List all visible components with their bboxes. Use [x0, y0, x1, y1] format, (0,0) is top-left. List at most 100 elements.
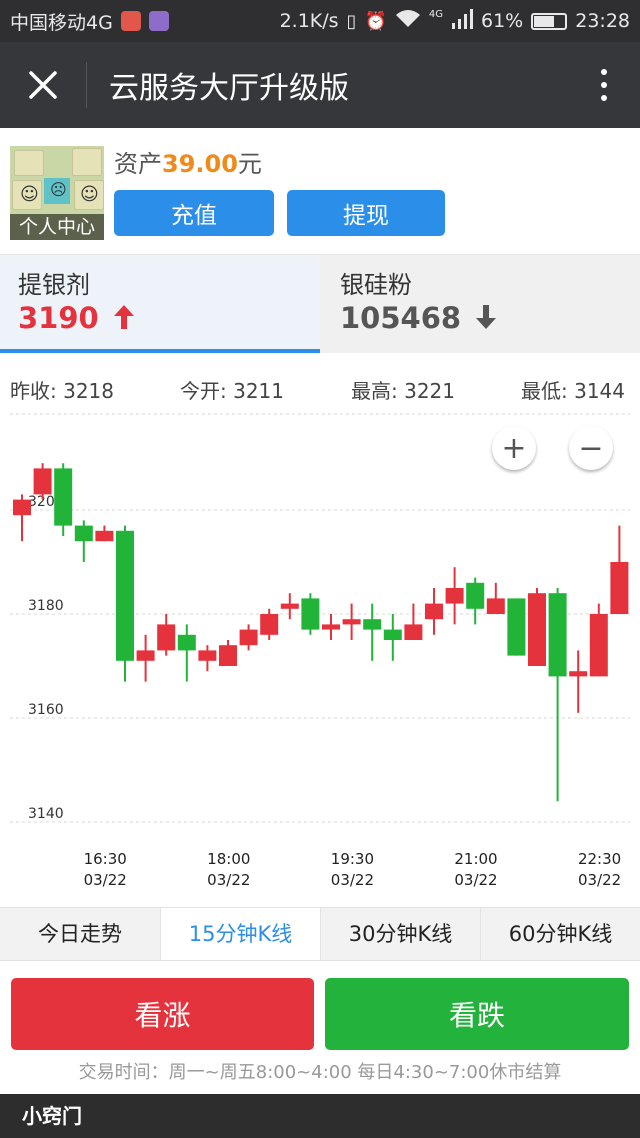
sad-face-icon: ☹	[50, 180, 67, 199]
candle-body	[404, 624, 423, 640]
x-tick-time: 21:00	[454, 850, 497, 868]
candle-body	[589, 614, 608, 677]
sticky-note	[72, 148, 102, 176]
sticky-note	[12, 180, 42, 210]
kline-chart-area: 3200 3180 3160 3140 16:30 03/22 18:00 03/22 19:3…	[0, 410, 640, 900]
product-tabs: 提银剂 3190 银硅粉 105468	[0, 255, 640, 353]
title-divider	[86, 62, 87, 108]
avatar[interactable]: ☹ ☺ ☺ 个人中心	[10, 146, 104, 240]
candle-body	[342, 619, 361, 625]
x-tick-date: 03/22	[84, 871, 127, 889]
y-tick-label: 3140	[28, 806, 64, 822]
zoom-out-button[interactable]: −	[569, 426, 613, 470]
candle-body	[177, 634, 196, 651]
battery-fill	[534, 15, 554, 27]
battery-icon	[531, 12, 568, 30]
candle-body	[301, 598, 320, 630]
product-price: 3190	[18, 301, 135, 335]
gallery-notification-icon	[148, 11, 169, 31]
y-tick-label: 3180	[28, 598, 64, 614]
candle-body	[610, 562, 629, 614]
recharge-button[interactable]: 充值	[114, 190, 274, 236]
x-tick-date: 03/22	[454, 871, 497, 889]
candle-body	[445, 588, 464, 604]
asset-display: 资产39.00元	[114, 144, 262, 179]
bottom-bar: 小窍门	[0, 1094, 640, 1138]
price-stats: 昨收: 3218 今开: 3211 最高: 3221 最低: 3144	[0, 365, 640, 409]
prev-close: 昨收: 3218	[10, 379, 114, 403]
x-tick-time: 22:30	[578, 850, 621, 868]
x-tick-date: 03/22	[207, 871, 250, 889]
tab-product-silver-extract[interactable]: 提银剂 3190	[0, 255, 320, 353]
mail-notification-icon	[120, 11, 141, 31]
close-icon	[29, 71, 57, 99]
tab-today-trend[interactable]: 今日走势	[38, 922, 122, 946]
asset-amount: 39.00	[162, 150, 238, 178]
candle-body	[54, 468, 73, 526]
candle-body	[383, 629, 402, 640]
candle-body	[363, 619, 382, 630]
clock: 23:28	[575, 10, 630, 32]
product-price-value: 105468	[340, 301, 462, 335]
x-tick-date: 03/22	[578, 871, 621, 889]
buy-up-button[interactable]: 看涨	[11, 978, 314, 1050]
day-low: 最低: 3144	[521, 379, 625, 403]
candle-body	[219, 645, 237, 666]
candle-body	[528, 593, 546, 666]
avatar-caption[interactable]: 个人中心	[10, 214, 104, 240]
x-tick-time: 16:30	[84, 850, 127, 868]
candle-body	[198, 650, 217, 661]
net-speed: 2.1K/s	[279, 10, 339, 32]
page-title: 云服务大厅升级版	[109, 71, 349, 106]
signal-icon	[451, 8, 473, 34]
more-vertical-icon	[601, 95, 607, 101]
smile-face-icon: ☺	[20, 184, 39, 205]
tab-60min-kline[interactable]: 60分钟K线	[480, 908, 640, 960]
zoom-in-button[interactable]: +	[492, 426, 536, 470]
product-price: 105468	[340, 301, 497, 335]
candle-body	[116, 530, 134, 661]
product-name: 提银剂	[18, 271, 90, 299]
status-bar: 中国移动4G 2.1K/s ▯ ⏰ 4G 61% 23:28	[0, 0, 640, 42]
carrier-label: 中国移动4G	[10, 11, 113, 34]
more-button[interactable]	[584, 62, 624, 108]
tab-product-silicon-silver[interactable]: 银硅粉 105468	[320, 255, 640, 353]
day-high: 最高: 3221	[351, 379, 455, 403]
battery-percent: 61%	[481, 10, 524, 32]
period-tabs: 今日走势 15分钟K线 30分钟K线 60分钟K线	[0, 907, 640, 961]
sticky-note-center	[44, 178, 70, 204]
trading-hours: 交易时间：周一~周五8:00~4:00 每日4:30~7:00休市结算	[78, 1062, 562, 1083]
withdraw-button[interactable]: 提现	[287, 190, 445, 236]
vibrate-icon: ▯	[346, 10, 357, 32]
sticky-note	[14, 150, 44, 176]
asset-unit: 元	[237, 150, 262, 178]
alarm-icon: ⏰	[364, 10, 387, 32]
more-vertical-icon	[601, 69, 607, 75]
candle-body	[136, 650, 155, 661]
asset-label: 资产	[114, 150, 162, 178]
x-tick-time: 19:30	[331, 850, 374, 868]
kline-chart[interactable]: 320031803160314016:3003/2218:0003/2219:3…	[0, 410, 640, 900]
arrow-down-icon	[476, 305, 497, 329]
close-button[interactable]	[0, 42, 86, 128]
candle-body	[13, 499, 31, 516]
candle-body	[425, 603, 443, 620]
more-vertical-icon	[601, 82, 607, 88]
candle-body	[95, 530, 114, 542]
footer-brand: 小窍门	[22, 1104, 82, 1128]
network-type: 4G	[428, 8, 443, 20]
product-price-value: 3190	[18, 301, 99, 335]
candle-body	[157, 624, 176, 651]
y-tick-label: 3160	[28, 702, 64, 718]
candle-body	[280, 603, 299, 609]
buy-down-button[interactable]: 看跌	[325, 978, 629, 1050]
smile-face-icon: ☺	[80, 184, 99, 205]
candle-body	[322, 624, 340, 630]
candle-body	[486, 598, 505, 614]
sticky-note	[74, 180, 104, 210]
tab-30min-kline[interactable]: 30分钟K线	[320, 908, 480, 960]
candle-body	[239, 629, 258, 646]
minus-icon: −	[578, 430, 604, 466]
arrow-up-icon	[113, 305, 134, 329]
tab-15min-kline[interactable]: 15分钟K线	[160, 908, 320, 960]
